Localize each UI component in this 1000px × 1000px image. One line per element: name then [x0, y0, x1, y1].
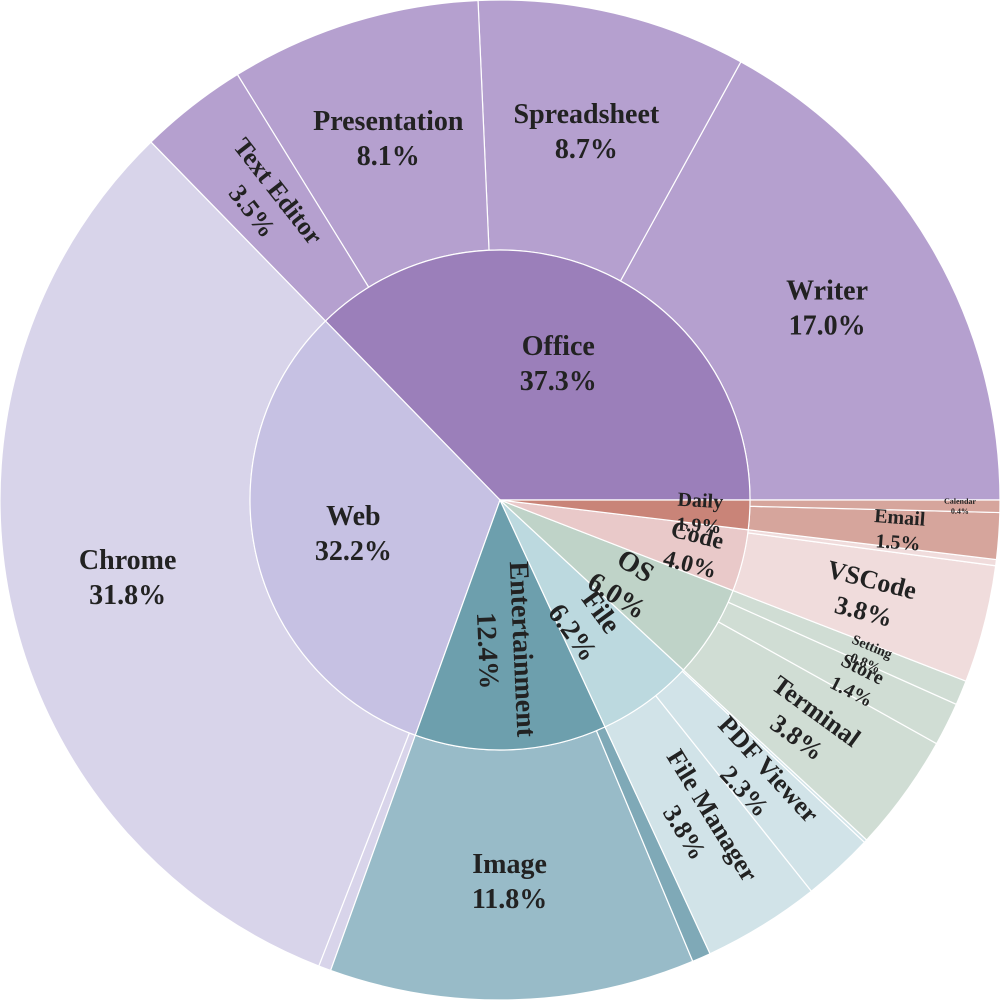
entertainment-label: Entertainment12.4% — [468, 561, 542, 740]
daily-label: Daily1.9% — [675, 489, 723, 539]
inner-segment-web — [249, 320, 501, 736]
inner-segment-entertainment — [414, 498, 606, 751]
presentation-label: Presentation 8.1% — [313, 106, 464, 172]
image-label: Image 11.8% — [472, 849, 547, 915]
inner-ring — [249, 249, 751, 751]
web-label: Web 32.2% — [315, 501, 392, 567]
office-label: Office 37.3% — [520, 331, 597, 397]
writer-label: Writer 17.0% — [786, 276, 868, 342]
spreadsheet-label: Spreadsheet 8.7% — [514, 99, 660, 165]
inner-segment-daily — [499, 499, 751, 531]
inner-segment-office — [324, 249, 751, 501]
email-label: Email1.5% — [872, 505, 927, 556]
calendar-label: Calendar0.4% — [944, 497, 977, 516]
chrome-label: Chrome 31.8% — [79, 545, 176, 611]
